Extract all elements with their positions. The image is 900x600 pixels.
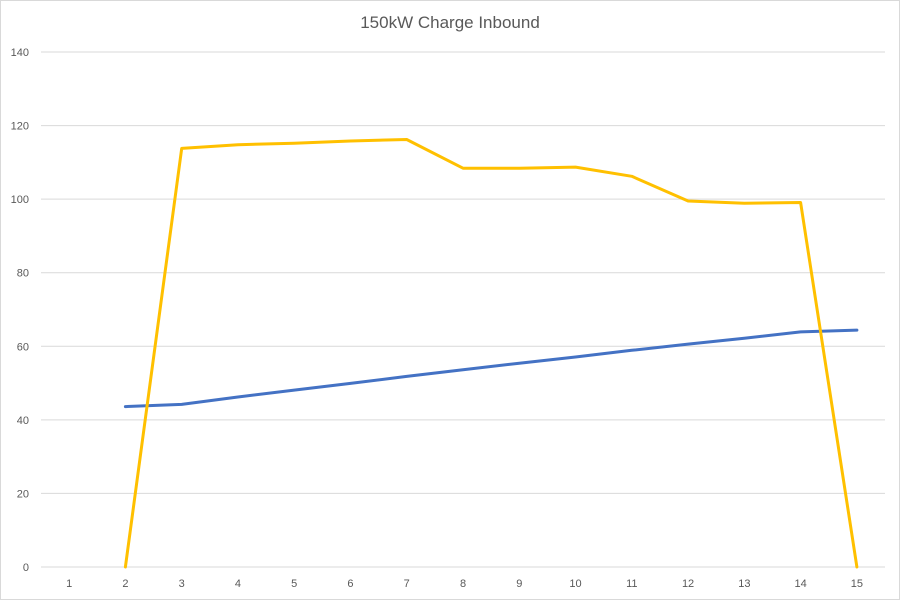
- x-tick-label: 14: [794, 578, 806, 590]
- y-tick-label: 80: [17, 268, 29, 280]
- x-tick-label: 3: [179, 578, 185, 590]
- x-tick-label: 6: [347, 578, 353, 590]
- chart-title: 150kW Charge Inbound: [360, 13, 540, 32]
- x-tick-label: 11: [626, 578, 637, 590]
- y-tick-label: 20: [17, 488, 29, 500]
- x-tick-label: 12: [682, 578, 694, 590]
- series-line-1: [123, 328, 859, 409]
- y-tick-label: 40: [17, 415, 29, 427]
- y-tick-label: 60: [17, 341, 29, 353]
- x-tick-label: 10: [569, 578, 581, 590]
- x-tick-label: 4: [235, 578, 241, 590]
- x-tick-label: 7: [404, 578, 410, 590]
- x-tick-label: 2: [122, 578, 128, 590]
- y-tick-label: 140: [11, 47, 29, 59]
- y-tick-label: 120: [11, 121, 29, 133]
- y-tick-label: 100: [11, 194, 29, 206]
- x-tick-label: 15: [851, 578, 863, 590]
- x-tick-label: 8: [460, 578, 466, 590]
- x-tick-label: 5: [291, 578, 297, 590]
- series-line-2: [123, 138, 859, 569]
- x-tick-label: 13: [738, 578, 750, 590]
- y-tick-label: 0: [23, 562, 29, 574]
- x-tick-label: 9: [516, 578, 522, 590]
- x-tick-label: 1: [66, 578, 72, 590]
